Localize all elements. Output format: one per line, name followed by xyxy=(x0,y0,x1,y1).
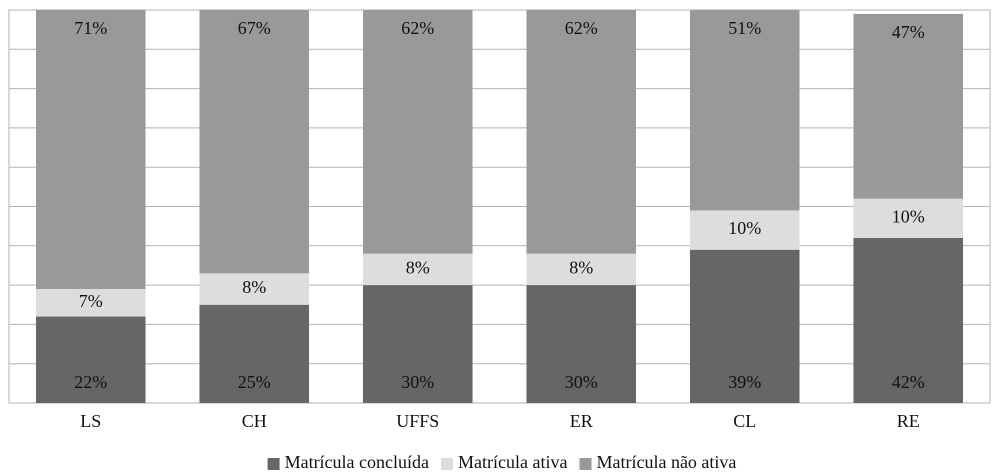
data-label: 62% xyxy=(565,18,598,38)
bar-segment xyxy=(689,210,800,250)
data-label: 10% xyxy=(892,206,925,226)
legend-swatch xyxy=(267,458,280,470)
bar-segment xyxy=(689,249,800,403)
data-label: 25% xyxy=(238,372,271,392)
data-label: 22% xyxy=(74,372,107,392)
bar-segment xyxy=(853,13,964,199)
data-label: 71% xyxy=(74,18,107,38)
data-label: 7% xyxy=(79,291,103,311)
bar-segment xyxy=(526,285,637,403)
bar-segment xyxy=(199,10,310,274)
data-label: 67% xyxy=(238,18,271,38)
x-tick-label: ER xyxy=(570,411,593,431)
data-label: 8% xyxy=(569,258,593,278)
x-tick-label: CL xyxy=(733,411,756,431)
x-tick-label: LS xyxy=(80,411,101,431)
data-label: 30% xyxy=(565,372,598,392)
bar-segment xyxy=(199,304,310,403)
legend: Matrícula concluída Matrícula ativa Matríc… xyxy=(267,452,736,472)
bar-segment xyxy=(35,10,146,290)
legend-swatch xyxy=(441,458,454,470)
bar-segment xyxy=(35,289,146,317)
legend-label: Matrícula não ativa xyxy=(596,452,736,472)
x-tick-label: UFFS xyxy=(396,411,439,431)
bar-segment xyxy=(362,285,473,403)
x-tick-label: RE xyxy=(897,411,920,431)
legend-label: Matrícula concluída xyxy=(285,452,429,472)
bar-segment xyxy=(526,10,637,254)
data-label: 39% xyxy=(728,372,761,392)
legend-swatch xyxy=(579,458,592,470)
bar-segment xyxy=(362,10,473,254)
legend-label: Matrícula ativa xyxy=(458,452,567,472)
data-label: 8% xyxy=(406,258,430,278)
data-label: 62% xyxy=(401,18,434,38)
bar-segment xyxy=(853,198,964,238)
bar-segment xyxy=(35,316,146,403)
data-label: 47% xyxy=(892,22,925,42)
bar-segment xyxy=(689,10,800,211)
data-label: 42% xyxy=(892,372,925,392)
data-label: 51% xyxy=(728,18,761,38)
bar-segment xyxy=(362,253,473,286)
bar-segment xyxy=(526,253,637,286)
bar-segment xyxy=(199,273,310,305)
bar-segment xyxy=(853,237,964,403)
x-tick-label: CH xyxy=(242,411,267,431)
data-label: 8% xyxy=(242,277,266,297)
data-label: 10% xyxy=(728,218,761,238)
data-label: 30% xyxy=(401,372,434,392)
